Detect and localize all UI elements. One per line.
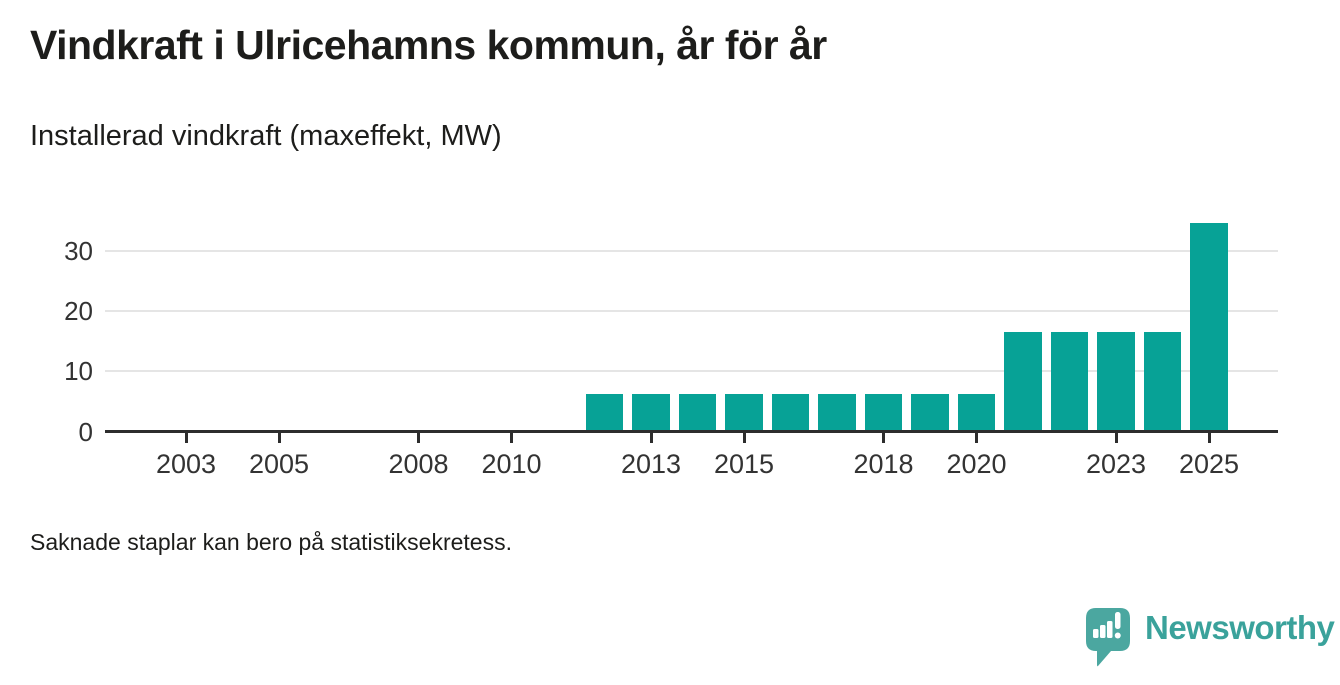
x-tick-label: 2003 xyxy=(155,448,217,479)
mini-bar-chart-glyph xyxy=(1093,621,1113,638)
x-tick-2005 xyxy=(277,433,281,443)
bar-2022 xyxy=(1050,332,1089,432)
gridline-y-30 xyxy=(105,249,1278,252)
x-tick-2013 xyxy=(649,433,653,443)
gridline-y-20 xyxy=(105,309,1278,312)
x-tick-2003 xyxy=(184,433,188,443)
bar-2020 xyxy=(957,394,996,432)
x-tick-2010 xyxy=(510,433,513,443)
footnote: Saknade staplar kan bero på statistiksek… xyxy=(30,529,512,555)
x-tick-label: 2015 xyxy=(713,448,775,479)
x-tick-label: 2013 xyxy=(620,448,682,479)
gridline-y-10 xyxy=(105,370,1278,373)
x-tick-2025 xyxy=(1207,433,1211,443)
x-tick-2023 xyxy=(1114,433,1118,443)
bar-2013 xyxy=(632,394,670,432)
newsworthy-wordmark: Newsworthy xyxy=(1145,609,1335,646)
bar-2019 xyxy=(911,394,949,432)
x-tick-2008 xyxy=(417,433,420,443)
bar-2016 xyxy=(771,394,810,432)
y-tick-label: 30 xyxy=(64,235,93,266)
bar-2017 xyxy=(818,394,856,432)
x-tick-2018 xyxy=(882,433,885,443)
bar-2018 xyxy=(864,394,903,432)
x-tick-label: 2010 xyxy=(481,448,542,479)
bar-2024 xyxy=(1143,332,1182,432)
x-tick-2020 xyxy=(975,433,978,443)
chart-subtitle: Installerad vindkraft (maxeffekt, MW) xyxy=(30,120,502,152)
x-axis-line xyxy=(105,430,1278,433)
x-tick-label: 2005 xyxy=(248,448,310,479)
bar-2014 xyxy=(678,394,717,432)
y-tick-label: 20 xyxy=(64,295,93,326)
newsworthy-logo-icon xyxy=(1086,608,1130,667)
x-tick-label: 2023 xyxy=(1085,448,1147,479)
newsworthy-logo: Newsworthy xyxy=(1085,607,1335,667)
chart-title: Vindkraft i Ulricehamns kommun, år för å… xyxy=(30,22,827,68)
x-tick-label: 2008 xyxy=(388,448,449,479)
bar-2025 xyxy=(1190,223,1228,432)
bar-2023 xyxy=(1097,332,1135,432)
x-tick-2015 xyxy=(742,433,746,443)
y-tick-label: 10 xyxy=(64,356,93,387)
x-tick-label: 2025 xyxy=(1178,448,1240,479)
x-tick-label: 2018 xyxy=(853,448,914,479)
x-tick-label: 2020 xyxy=(946,448,1007,479)
y-tick-label: 0 xyxy=(78,416,93,447)
bar-2021 xyxy=(1004,332,1042,432)
bar-2012 xyxy=(585,394,624,432)
bar-2015 xyxy=(725,394,763,432)
exclamation-glyph xyxy=(1114,612,1121,639)
